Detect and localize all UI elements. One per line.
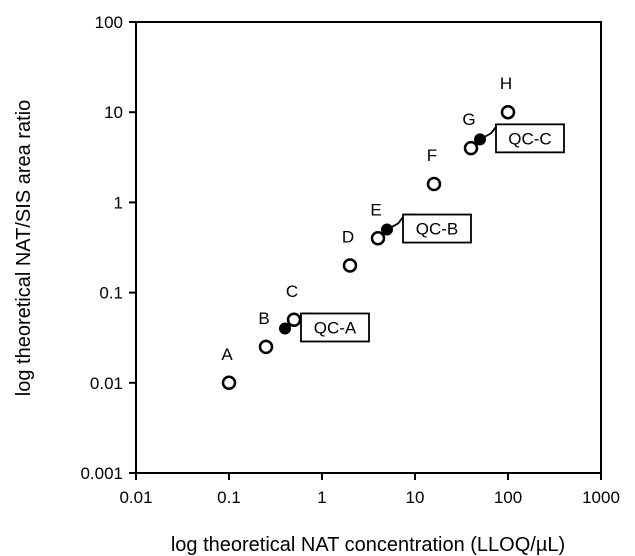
open-circle-series	[221, 104, 516, 391]
point-label: C	[286, 282, 298, 301]
open-data-point	[463, 140, 479, 156]
x-axis-ticks: 0.01 0.1 1 10 100 1000	[119, 473, 620, 507]
open-data-point	[426, 176, 442, 192]
point-labels: A BC DE F G H	[221, 74, 512, 364]
filled-data-point	[278, 322, 291, 335]
point-label: F	[427, 146, 437, 165]
filled-data-point	[381, 223, 394, 236]
filled-data-point	[474, 133, 487, 146]
y-tick-label: 0.001	[80, 464, 123, 483]
qc-callout-boxes: QC-A QC-B QC-C	[300, 123, 565, 343]
open-data-point	[221, 375, 237, 391]
x-tick-label: 0.01	[119, 488, 152, 507]
point-label: H	[500, 74, 512, 93]
qc-label: QC-A	[314, 318, 357, 337]
open-data-point	[500, 104, 516, 120]
y-axis-title: log theoretical NAT/SIS area ratio	[13, 100, 35, 396]
x-tick-label: 1	[317, 488, 326, 507]
x-tick-label: 1000	[582, 488, 620, 507]
x-tick-label: 0.1	[217, 488, 241, 507]
y-axis-ticks: 0.001 0.01 0.1 1 10 100	[80, 13, 136, 483]
point-label: A	[221, 345, 233, 364]
qc-callout-box	[300, 312, 370, 343]
x-axis-title: log theoretical NAT concentration (LLOQ/…	[171, 534, 565, 556]
point-label: B	[258, 309, 269, 328]
filled-circle-series	[278, 133, 487, 335]
qc-callout-leaders	[284, 123, 509, 330]
y-tick-label: 100	[95, 13, 123, 32]
open-data-point	[286, 312, 302, 328]
x-tick-label: 100	[494, 488, 522, 507]
y-tick-label: 0.1	[99, 284, 123, 303]
qc-callout-box	[402, 213, 472, 244]
qc-callout-box	[495, 123, 565, 154]
qc-label: QC-B	[416, 220, 459, 239]
open-data-point	[370, 231, 386, 246]
point-label: E	[370, 200, 381, 219]
qc-label: QC-C	[508, 129, 551, 148]
plot-area-frame	[135, 21, 602, 474]
x-tick-label: 10	[406, 488, 425, 507]
open-data-point	[258, 339, 274, 355]
y-tick-label: 1	[114, 193, 123, 212]
y-tick-label: 0.01	[90, 374, 123, 393]
point-label: D	[342, 227, 354, 246]
point-label: G	[462, 110, 475, 129]
y-tick-label: 10	[104, 103, 123, 122]
open-data-point	[342, 258, 358, 273]
